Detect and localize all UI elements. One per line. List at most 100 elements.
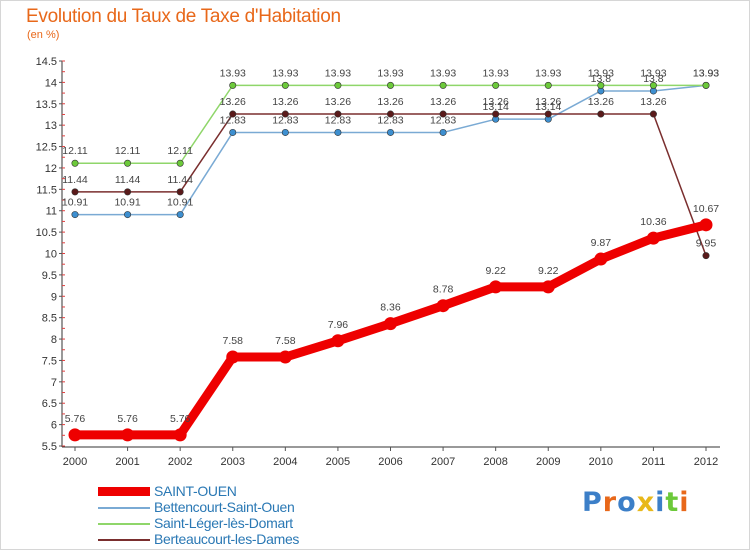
data-point <box>121 428 135 442</box>
data-point <box>281 110 289 118</box>
data-label: 13.26 <box>430 96 456 108</box>
data-point <box>384 317 397 331</box>
y-tick-label: 11 <box>46 206 57 218</box>
y-tick-label: 10.5 <box>36 227 57 239</box>
y-tick-label: 6 <box>51 420 57 432</box>
data-label: 5.76 <box>65 413 86 425</box>
data-label: 10.91 <box>62 197 88 209</box>
legend-swatch <box>98 507 150 509</box>
x-tick-label: 2006 <box>378 456 402 468</box>
data-point <box>492 81 500 89</box>
data-label: 5.76 <box>170 413 191 425</box>
data-point <box>646 231 660 245</box>
data-label: 11.44 <box>115 174 141 186</box>
data-point <box>544 81 552 89</box>
data-label: 13.14 <box>535 101 561 113</box>
data-label: 13.26 <box>220 96 246 108</box>
data-label: 13.93 <box>693 67 719 79</box>
y-tick-label: 8 <box>51 334 57 346</box>
data-label: 12.11 <box>115 145 141 157</box>
legend-swatch <box>98 487 150 496</box>
data-label: 13.26 <box>640 96 666 108</box>
data-point <box>702 81 710 89</box>
data-point <box>489 280 503 294</box>
data-label: 13.26 <box>588 96 614 108</box>
data-label: 7.96 <box>328 319 349 331</box>
data-label: 8.36 <box>380 302 401 314</box>
logo-letter: o <box>617 487 637 518</box>
data-label: 13.26 <box>325 96 351 108</box>
data-label: 9.87 <box>591 237 612 249</box>
data-label: 13.93 <box>272 67 298 79</box>
data-point <box>71 159 79 167</box>
data-point <box>68 428 82 442</box>
legend-label: Saint-Léger-lès-Domart <box>154 515 293 531</box>
data-point <box>331 334 345 348</box>
data-point <box>649 81 657 89</box>
data-label: 13.93 <box>483 67 509 79</box>
data-label: 12.83 <box>377 114 403 126</box>
x-tick-label: 2011 <box>642 456 666 468</box>
data-point <box>281 81 289 89</box>
data-label: 13.26 <box>272 96 298 108</box>
y-tick-label: 14.5 <box>36 56 57 68</box>
x-tick-label: 2004 <box>273 456 297 468</box>
legend-label: Bettencourt-Saint-Ouen <box>154 499 295 515</box>
data-point <box>386 81 394 89</box>
x-tick-label: 2008 <box>483 456 507 468</box>
y-tick-label: 7 <box>51 377 57 389</box>
data-label: 11.44 <box>167 174 193 186</box>
chart-subtitle: (en %) <box>27 29 60 41</box>
data-point <box>597 110 605 118</box>
data-point <box>439 81 447 89</box>
data-label: 13.8 <box>643 73 664 85</box>
data-label: 7.58 <box>223 335 244 347</box>
y-tick-label: 8.5 <box>42 313 57 325</box>
y-tick-label: 12 <box>45 163 57 175</box>
data-label: 9.95 <box>696 238 717 250</box>
data-label: 13.93 <box>377 67 403 79</box>
data-point <box>71 188 79 196</box>
data-label: 7.58 <box>275 335 296 347</box>
data-point <box>597 81 605 89</box>
data-point <box>439 110 447 118</box>
data-point <box>124 188 132 196</box>
data-point <box>176 188 184 196</box>
x-tick-label: 2001 <box>115 456 139 468</box>
legend-label: Berteaucourt-les-Dames <box>154 531 300 547</box>
x-tick-label: 2009 <box>536 456 560 468</box>
logo-letter: P <box>582 487 603 518</box>
legend-swatch <box>98 523 150 525</box>
data-point <box>226 350 240 364</box>
data-label: 13.93 <box>430 67 456 79</box>
data-label: 9.22 <box>485 265 506 277</box>
data-label: 12.83 <box>430 114 456 126</box>
chart-title: Evolution du Taux de Taxe d'Habitation <box>26 6 341 27</box>
data-point <box>439 128 447 136</box>
data-point <box>436 299 450 313</box>
y-tick-label: 10 <box>45 249 57 261</box>
y-tick-label: 9.5 <box>42 270 57 282</box>
data-point <box>334 128 342 136</box>
data-label: 12.83 <box>220 114 246 126</box>
data-label: 12.83 <box>325 114 351 126</box>
data-label: 13.93 <box>535 67 561 79</box>
x-tick-label: 2010 <box>589 456 613 468</box>
data-label: 9.22 <box>538 265 559 277</box>
data-point <box>173 428 187 442</box>
data-label: 10.36 <box>640 216 666 228</box>
x-tick-label: 2012 <box>694 456 718 468</box>
y-tick-label: 7.5 <box>42 355 57 367</box>
x-tick-label: 2000 <box>63 456 87 468</box>
logo-letter: x <box>636 487 656 518</box>
legend-swatch <box>98 539 150 541</box>
x-tick-label: 2007 <box>431 456 455 468</box>
data-point <box>541 280 555 294</box>
data-label: 13.26 <box>377 96 403 108</box>
data-point <box>386 110 394 118</box>
data-point <box>278 350 292 364</box>
y-tick-label: 13 <box>45 120 57 132</box>
data-label: 8.78 <box>433 284 454 296</box>
data-label: 10.91 <box>167 197 193 209</box>
